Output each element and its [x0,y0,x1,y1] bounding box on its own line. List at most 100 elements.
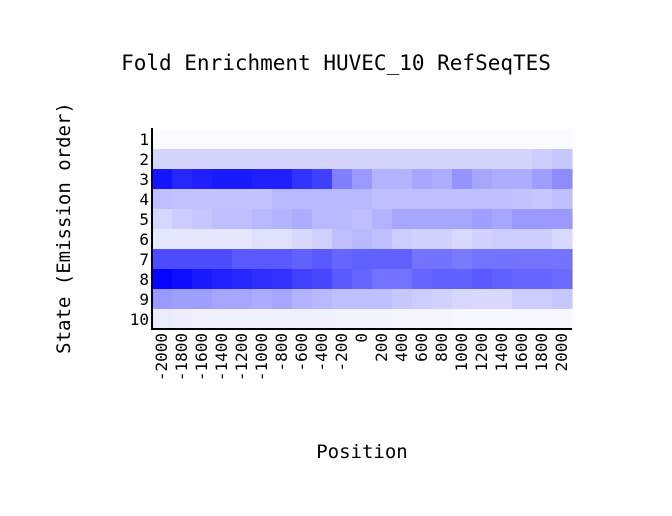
heatmap-cell [432,169,453,190]
y-tick-label: 4 [139,190,149,209]
heatmap-cell [472,309,493,330]
heatmap-cell [212,289,233,310]
heatmap-cell [152,209,173,230]
y-tick-label: 2 [139,150,149,169]
heatmap-cell [532,269,553,290]
heatmap-cell [512,209,533,230]
heatmap-cell [452,189,473,210]
x-tick-label: 1600 [512,333,531,372]
heatmap-cell [492,229,513,250]
heatmap-cell [212,269,233,290]
heatmap-cell [472,229,493,250]
heatmap-cell [172,269,193,290]
heatmap-cell [452,169,473,190]
x-tick-label: -1800 [172,333,191,381]
heatmap-cell [472,169,493,190]
x-tick-label: 1000 [452,333,471,372]
heatmap-cell [312,309,333,330]
heatmap-cell [352,129,373,150]
heatmap-cell [252,129,273,150]
heatmap-cell [352,169,373,190]
heatmap-cell [452,129,473,150]
x-axis-label: Position [316,441,408,463]
heatmap-cell [152,169,173,190]
heatmap-cell [332,189,353,210]
heatmap-cell [232,169,253,190]
heatmap-cell [352,229,373,250]
heatmap-cell [532,169,553,190]
heatmap-cell [332,289,353,310]
heatmap-cell [512,129,533,150]
heatmap-cell [152,189,173,210]
heatmap-cell [392,149,413,170]
heatmap-cell [392,169,413,190]
heatmap-cell [492,169,513,190]
heatmap-cell [552,189,573,210]
heatmap-cell [352,189,373,210]
heatmap-cell [252,269,273,290]
heatmap-cell [152,149,173,170]
heatmap-cell [332,149,353,170]
heatmap-cell [212,189,233,210]
heatmap-cell [192,149,213,170]
heatmap-cell [272,129,293,150]
heatmap-cell [372,269,393,290]
y-tick-label: 5 [139,210,149,229]
heatmap-cell [312,169,333,190]
heatmap-cell [372,209,393,230]
heatmap-cell [212,309,233,330]
heatmap-cell [272,229,293,250]
x-tick-label: 2000 [552,333,571,372]
heatmap-cell [192,249,213,270]
heatmap-cell [492,189,513,210]
chart-title: Fold Enrichment HUVEC_10 RefSeqTES [121,51,551,75]
heatmap-cell [512,269,533,290]
heatmap-cell [392,309,413,330]
heatmap-cell [532,309,553,330]
heatmap-cell [212,229,233,250]
heatmap-cell [312,149,333,170]
heatmap-cell [492,149,513,170]
heatmap-cell [192,229,213,250]
heatmap-cell [192,169,213,190]
heatmap-cell [372,149,393,170]
heatmap-cell [272,209,293,230]
heatmap-cell [192,209,213,230]
heatmap-cell [532,129,553,150]
heatmap-cell [312,249,333,270]
x-tick-label: -800 [272,333,291,372]
x-tick-label: 800 [432,333,451,362]
heatmap-cell [452,209,473,230]
heatmap-cell [512,189,533,210]
heatmap-cell [452,229,473,250]
heatmap-cell [452,249,473,270]
x-tick-label: -400 [312,333,331,372]
heatmap-cell [292,249,313,270]
heatmap-cell [212,149,233,170]
heatmap-cell [312,289,333,310]
heatmap-cell [352,289,373,310]
heatmap-cell [432,189,453,210]
heatmap-cell [332,169,353,190]
heatmap-cell [192,269,213,290]
heatmap-cell [292,209,313,230]
heatmap-cell [492,249,513,270]
y-tick-label: 10 [130,310,149,329]
heatmap-cell [352,209,373,230]
heatmap-cell [412,249,433,270]
heatmap-cell [272,269,293,290]
heatmap-cell [412,149,433,170]
heatmap-cell [512,229,533,250]
x-tick-label: -200 [332,333,351,372]
heatmap-cell [332,309,353,330]
heatmap-cell [392,249,413,270]
heatmap-cell [432,249,453,270]
heatmap-cells [152,129,573,330]
x-tick-label: -1000 [252,333,271,381]
heatmap-cell [312,229,333,250]
heatmap-cell [272,309,293,330]
heatmap-cell [412,229,433,250]
heatmap-cell [372,189,393,210]
x-tick-label: 0 [352,333,371,343]
